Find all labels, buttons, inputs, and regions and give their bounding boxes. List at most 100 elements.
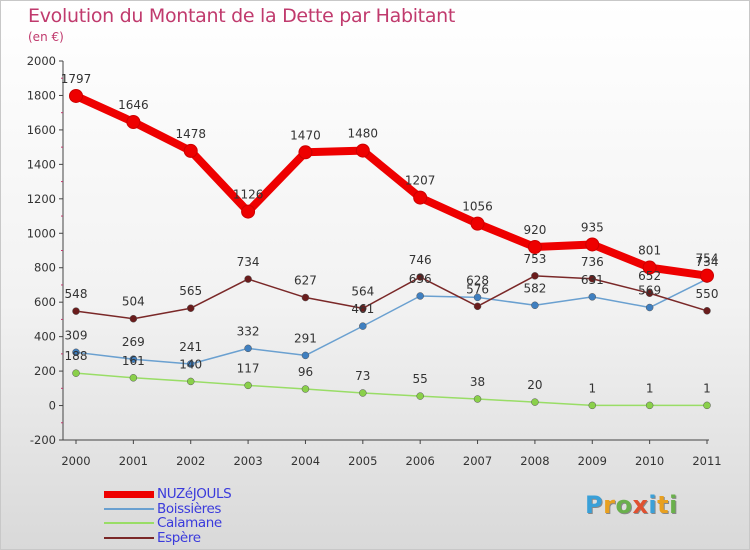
data-point	[129, 374, 138, 382]
data-label: 576	[466, 282, 489, 296]
data-point	[413, 190, 428, 205]
logo-letter: r	[603, 491, 616, 519]
x-tick-label: 2010	[635, 454, 664, 468]
data-point	[416, 392, 424, 400]
data-point	[527, 240, 542, 255]
data-point	[473, 293, 482, 302]
data-label: 920	[523, 223, 546, 237]
data-label: 564	[351, 284, 374, 298]
data-label: 734	[696, 255, 719, 269]
legend-item: NUZéJOULS	[104, 486, 232, 503]
data-label: 746	[409, 253, 432, 267]
chart-title: Evolution du Montant de la Dette par Hab…	[28, 5, 456, 27]
logo-letter: P	[585, 491, 604, 519]
data-label: 96	[298, 365, 313, 379]
y-tick-label: 400	[34, 330, 56, 344]
data-point	[244, 344, 252, 353]
data-point	[531, 301, 539, 310]
data-point	[588, 401, 597, 410]
data-point	[645, 289, 654, 297]
legend-swatch	[104, 490, 154, 498]
data-point	[301, 293, 310, 302]
data-label: 1478	[175, 127, 206, 141]
data-point	[585, 237, 600, 252]
y-tick-label: 1600	[27, 123, 56, 137]
data-point	[359, 304, 367, 313]
x-tick-label: 2004	[291, 454, 320, 468]
y-tick-label: 1200	[27, 192, 56, 206]
data-point	[416, 292, 424, 300]
data-point	[645, 401, 654, 410]
x-tick-label: 2003	[233, 454, 262, 468]
data-label: 935	[581, 220, 604, 234]
data-label: 582	[523, 281, 546, 295]
data-point	[642, 260, 657, 275]
data-point	[470, 216, 485, 231]
data-point	[588, 293, 597, 301]
logo-letter: i	[648, 491, 658, 519]
data-label: 20	[527, 378, 542, 392]
data-point	[298, 145, 313, 160]
y-tick-label: 1000	[27, 226, 56, 240]
data-point	[301, 351, 310, 360]
data-label: 188	[65, 349, 88, 363]
legend-label: NUZéJOULS	[157, 486, 232, 503]
data-label: 753	[523, 252, 546, 266]
legend-item: Calamane	[104, 516, 231, 531]
data-point	[703, 307, 711, 315]
unit-label: (en €)	[28, 30, 64, 44]
logo-letter: o	[615, 491, 633, 519]
data-label: 332	[237, 324, 260, 338]
data-label: 140	[179, 357, 202, 371]
data-point	[359, 389, 367, 397]
y-tick-label: 600	[34, 295, 56, 309]
data-point	[416, 273, 424, 281]
legend-item: Espère	[104, 531, 231, 546]
data-point	[703, 401, 711, 410]
y-tick-label: 1800	[27, 88, 56, 102]
data-label: 291	[294, 331, 317, 345]
x-tick-label: 2011	[692, 454, 721, 468]
x-tick-label: 2001	[119, 454, 148, 468]
legend-item: Boissières	[104, 502, 231, 517]
data-label: 1	[588, 381, 596, 395]
data-label: 1470	[290, 128, 321, 142]
data-label: 55	[413, 372, 428, 386]
legend-label: Espère	[157, 529, 201, 546]
legend-swatch	[104, 507, 154, 510]
y-tick-label: 800	[34, 261, 56, 275]
data-point	[244, 381, 252, 390]
data-point	[126, 114, 141, 129]
data-label: 1646	[118, 98, 149, 112]
x-tick-label: 2006	[406, 454, 435, 468]
data-point	[186, 360, 195, 368]
data-label: 652	[638, 269, 661, 283]
logo-letter: i	[669, 491, 678, 519]
data-point	[531, 398, 539, 406]
legend-swatch	[104, 536, 154, 539]
legend-label: Calamane	[157, 515, 222, 532]
legend: NUZéJOULS Boissières Calamane Espère	[104, 486, 232, 546]
data-point	[645, 303, 654, 312]
data-point	[359, 322, 367, 330]
data-label: 628	[466, 273, 489, 287]
y-tick-label: 1400	[27, 157, 56, 171]
data-point	[700, 268, 714, 283]
data-point	[129, 314, 138, 323]
data-label: 73	[355, 369, 370, 383]
logo-letter: x	[632, 491, 649, 519]
x-tick-label: 2008	[520, 454, 549, 468]
logo-letter: t	[657, 491, 670, 519]
data-label: 269	[122, 335, 145, 349]
data-point	[69, 88, 83, 103]
data-label: 1126	[233, 188, 264, 202]
data-point	[355, 143, 370, 158]
data-point	[301, 385, 310, 393]
data-label: 117	[237, 361, 260, 375]
data-label: 161	[122, 354, 145, 368]
data-label: 1797	[61, 72, 92, 86]
proxiti-logo: Proxiti	[585, 491, 678, 519]
data-point	[186, 304, 195, 312]
data-label: 1056	[462, 200, 493, 214]
